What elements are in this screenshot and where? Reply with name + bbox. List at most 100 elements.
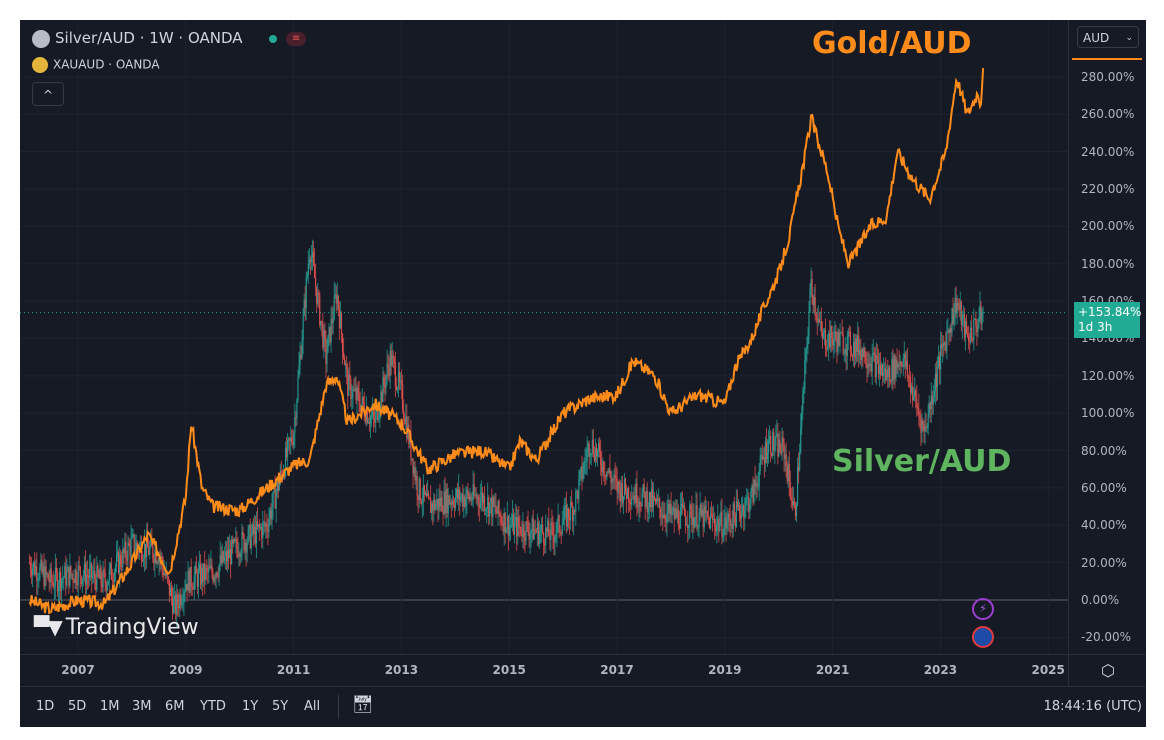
silver-candle (748, 496, 750, 512)
range-button-6m[interactable]: 6M (165, 699, 185, 714)
silver-candle (405, 416, 407, 424)
gold-aud-line (28, 68, 985, 615)
silver-candle (238, 554, 240, 557)
silver-candle (531, 518, 533, 531)
silver-candle (553, 534, 555, 543)
chart-settings-gear-icon[interactable]: ⬡ (1068, 654, 1146, 687)
silver-candle (483, 495, 486, 511)
silver-candle (543, 532, 545, 544)
silver-candle (803, 389, 805, 395)
silver-candle (150, 538, 152, 547)
silver-candle (661, 515, 663, 518)
compare-symbol-legend[interactable]: XAUAUD · OANDA (32, 57, 160, 73)
silver-candle (45, 566, 47, 575)
silver-candle (923, 423, 925, 432)
range-button-5y[interactable]: 5Y (272, 699, 289, 714)
range-button-1y[interactable]: 1Y (242, 699, 259, 714)
silver-candle (956, 302, 958, 314)
silver-candle (461, 494, 463, 498)
data-problem-icon[interactable]: ≡ (286, 31, 307, 46)
silver-candle (506, 516, 508, 529)
silver-candle (243, 534, 245, 551)
go-to-date-calendar-icon[interactable]: 📅︎ (352, 695, 374, 715)
silver-candle (694, 518, 696, 528)
range-button-all[interactable]: All (304, 699, 321, 714)
silver-candle (899, 361, 901, 367)
silver-candle (193, 576, 195, 590)
silver-candle (944, 342, 946, 345)
silver-candle (867, 363, 869, 369)
silver-candle (200, 568, 203, 585)
silver-candle (704, 505, 706, 513)
chart-plot-area[interactable] (20, 20, 1068, 654)
silver-candle (215, 572, 217, 579)
silver-candle (66, 571, 68, 586)
silver-coin-icon (32, 29, 50, 48)
silver-candle (961, 315, 963, 325)
utc-clock[interactable]: 18:44:16 (UTC) (1043, 699, 1142, 714)
silver-candle (552, 524, 554, 535)
silver-candle (560, 533, 562, 535)
silver-candle (227, 550, 230, 559)
silver-candle (832, 337, 834, 346)
currency-select[interactable]: AUD ⌄ (1077, 26, 1139, 48)
silver-candle (570, 502, 573, 507)
silver-candle (845, 349, 847, 356)
silver-candle (817, 318, 819, 322)
silver-candle (386, 364, 388, 377)
silver-candle (419, 478, 421, 501)
main-symbol-legend[interactable]: Silver/AUD · 1W · OANDA ≡ (32, 29, 307, 48)
silver-candle (623, 478, 626, 497)
silver-candle (891, 359, 893, 383)
price-tick-label: 20.00% (1081, 555, 1127, 570)
silver-candle (959, 301, 961, 310)
silver-candle (268, 519, 270, 532)
silver-candle (875, 355, 877, 378)
silver-candle (422, 485, 424, 502)
price-axis[interactable]: AUD ⌄ 280.00% 260.00% 240.00% 220.00% 200.00%… (1068, 20, 1146, 654)
range-button-3m[interactable]: 3M (132, 699, 152, 714)
silver-candle (125, 541, 127, 557)
range-button-ytd[interactable]: YTD (200, 699, 226, 714)
silver-candle (632, 498, 634, 500)
silver-candle (377, 406, 379, 421)
silver-candle (358, 392, 360, 405)
silver-candle (582, 472, 584, 480)
silver-candle (702, 509, 704, 528)
australia-flag-icon[interactable] (972, 626, 994, 648)
silver-candle (628, 488, 630, 502)
silver-candle (811, 279, 813, 296)
silver-candle (466, 489, 468, 500)
silver-candle (185, 583, 187, 591)
tradingview-logo[interactable]: ▀▼ TradingView (34, 615, 199, 640)
range-button-1m[interactable]: 1M (100, 699, 120, 714)
event-lightning-icon[interactable]: ⚡ (972, 598, 994, 620)
silver-candle (228, 549, 231, 559)
silver-candle (277, 481, 279, 491)
silver-candle (887, 369, 889, 378)
silver-candle (906, 360, 909, 377)
silver-candle (679, 507, 682, 529)
silver-candle (692, 517, 694, 525)
silver-candle (135, 542, 137, 550)
silver-candle (629, 501, 631, 503)
range-button-5d[interactable]: 5D (68, 699, 87, 714)
silver-candle (718, 518, 720, 531)
silver-candle (880, 364, 883, 375)
silver-candle (534, 529, 536, 532)
silver-candle (666, 511, 668, 523)
silver-candle (823, 330, 826, 333)
collapse-legend-button[interactable]: ^ (32, 82, 64, 106)
silver-candle (535, 531, 537, 533)
time-axis[interactable]: 2007 2009 2011 2013 2015 2017 2019 2021 2023 2025 (20, 654, 1068, 687)
silver-candle (362, 396, 364, 405)
silver-candle (685, 515, 687, 526)
silver-candle (564, 504, 566, 508)
silver-candle (736, 501, 739, 507)
silver-candle (857, 335, 859, 353)
range-button-1d[interactable]: 1D (36, 699, 55, 714)
silver-candle (733, 503, 735, 515)
silver-candle (124, 541, 126, 553)
silver-candle (191, 586, 193, 590)
silver-candle (177, 594, 179, 605)
